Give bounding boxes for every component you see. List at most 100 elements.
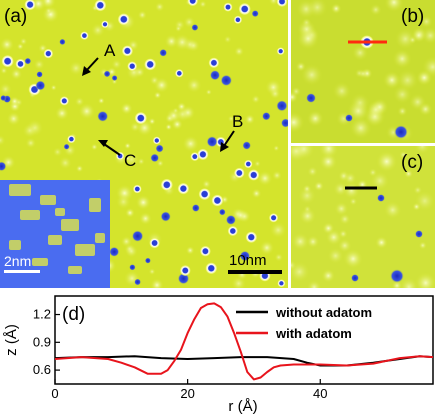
vacancy-dot bbox=[206, 136, 218, 148]
adatom-ring bbox=[198, 187, 211, 201]
adatom-ring bbox=[277, 279, 286, 288]
adatom-ring bbox=[177, 182, 190, 195]
adatom-ring bbox=[247, 169, 260, 181]
panel-c: (c) bbox=[291, 146, 435, 288]
vacancy-dot bbox=[242, 141, 251, 150]
adatom-ring bbox=[227, 225, 239, 237]
panel-a-image: A B C 10nm 2nm (a) bbox=[0, 0, 288, 288]
panel-b-image: (b) bbox=[291, 0, 435, 143]
vacancy-dot bbox=[36, 71, 43, 78]
adatom-ring bbox=[127, 61, 138, 72]
scale-bar-label: 10nm bbox=[229, 252, 267, 269]
y-tick-label: 0.6 bbox=[33, 362, 51, 377]
vacancy-dot bbox=[159, 48, 168, 57]
panel-c-label: (c) bbox=[401, 152, 423, 173]
x-tick-label: 40 bbox=[313, 386, 327, 401]
panel-c-image: (c) bbox=[291, 146, 435, 288]
vacancy-dot bbox=[0, 161, 7, 172]
adatom-ring bbox=[205, 262, 218, 275]
y-tick-label: 0.9 bbox=[33, 334, 51, 349]
vacancy-dot bbox=[191, 24, 199, 31]
adatom-ring bbox=[238, 2, 251, 16]
vacancy-dot bbox=[144, 257, 151, 264]
series-line-with-adatom bbox=[54, 302, 434, 381]
x-tick-label: 0 bbox=[51, 386, 58, 401]
panel-a-label: (a) bbox=[4, 6, 27, 27]
y-axis-label: z (Å) bbox=[3, 324, 20, 356]
inset-scale-bar bbox=[4, 270, 40, 273]
adatom-ring bbox=[174, 68, 184, 78]
adatom-ring bbox=[199, 245, 211, 257]
legend-label-with: with adatom bbox=[275, 326, 352, 341]
adatom-ring bbox=[101, 20, 109, 29]
x-tick-label: 20 bbox=[180, 386, 194, 401]
vacancy-dot bbox=[59, 38, 66, 46]
vacancy-dot bbox=[134, 278, 142, 286]
adatom-ring bbox=[121, 45, 134, 57]
panel-b-label: (b) bbox=[401, 6, 424, 27]
adatom-ring bbox=[208, 57, 220, 69]
y-tick-label: 1.2 bbox=[33, 307, 51, 322]
adatom-ring bbox=[160, 178, 174, 192]
vacancy-dot bbox=[262, 111, 271, 121]
adatom-ring bbox=[117, 12, 131, 26]
vacancy-dot bbox=[131, 230, 144, 242]
panel-d: 0.6 0.9 1.2 0 20 40 (d) without adatom with … bbox=[0, 290, 435, 415]
adatom-ring bbox=[15, 58, 26, 70]
scale-bar bbox=[228, 270, 282, 274]
panel-d-label: (d) bbox=[62, 304, 85, 325]
vacancy-dot bbox=[103, 70, 111, 78]
vacancy-dot bbox=[239, 250, 251, 262]
plot-frame bbox=[54, 295, 434, 385]
adatom-ring bbox=[187, 0, 199, 7]
vacancy-dot bbox=[160, 211, 171, 222]
marker-arrow-b bbox=[220, 130, 235, 152]
adatom-ring bbox=[223, 2, 233, 12]
vacancy-dot bbox=[35, 80, 46, 91]
legend: without adatom with adatom bbox=[236, 305, 372, 341]
adatom-ring bbox=[80, 31, 89, 40]
vacancy-dot bbox=[280, 118, 288, 128]
adatom-ring bbox=[268, 213, 279, 223]
adatom-ring bbox=[59, 96, 70, 106]
adatom-ring bbox=[134, 111, 148, 125]
vacancy-dot bbox=[24, 57, 32, 65]
adatom-ring bbox=[1, 54, 14, 68]
adatom-ring bbox=[233, 167, 245, 179]
vacancy-dot bbox=[155, 144, 164, 153]
legend-label-without: without adatom bbox=[275, 305, 372, 320]
vacancy-dot bbox=[129, 264, 136, 271]
vacancy-dot bbox=[150, 153, 160, 163]
vacancy-dot bbox=[111, 75, 118, 81]
adatom-ring bbox=[179, 264, 191, 277]
vacancy-dot bbox=[251, 10, 259, 18]
inset-scale-bar-label: 2nm bbox=[4, 253, 31, 269]
adatom-ring bbox=[149, 237, 161, 249]
adatom-ring bbox=[94, 0, 107, 12]
vacancy-dot bbox=[63, 143, 70, 150]
panel-a: A B C 10nm 2nm (a) bbox=[0, 0, 288, 288]
adatom-ring bbox=[276, 47, 285, 56]
adatom-ring bbox=[276, 0, 288, 8]
vacancy-dot bbox=[276, 100, 288, 112]
adatom-ring bbox=[197, 148, 209, 161]
panel-b: (b) bbox=[291, 0, 435, 143]
adatom-ring bbox=[132, 184, 142, 194]
marker-arrow-a bbox=[82, 57, 99, 76]
adatom-ring bbox=[152, 136, 161, 145]
adatom-ring bbox=[233, 15, 243, 25]
vacancy-dot bbox=[191, 204, 200, 212]
vacancy-dot bbox=[225, 214, 236, 225]
vacancy-dot bbox=[0, 94, 7, 102]
adatom-ring bbox=[243, 159, 253, 169]
x-axis-label: r (Å) bbox=[228, 398, 257, 415]
adatom-ring bbox=[43, 48, 54, 59]
profile-chart: 0.6 0.9 1.2 0 20 40 (d) without adatom with … bbox=[3, 295, 434, 415]
adatom-ring bbox=[67, 134, 76, 144]
marker-label-c: C bbox=[124, 151, 136, 170]
adatom-ring bbox=[190, 152, 200, 162]
adatom-ring bbox=[211, 194, 224, 207]
vacancy-dot bbox=[97, 110, 109, 122]
vacancy-dot bbox=[220, 74, 233, 87]
adatom-ring bbox=[144, 58, 157, 71]
